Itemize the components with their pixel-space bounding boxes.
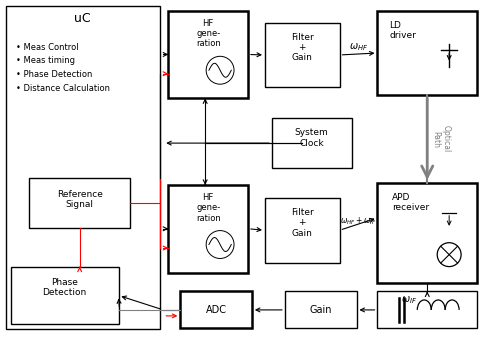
Text: Phase
Detection: Phase Detection: [42, 278, 87, 297]
Text: $\omega_{HF}$: $\omega_{HF}$: [348, 41, 367, 53]
Text: Filter
+
Gain: Filter + Gain: [290, 208, 313, 238]
Bar: [264, 198, 339, 263]
Bar: [168, 185, 247, 273]
Bar: [6, 6, 160, 329]
Bar: [264, 23, 339, 87]
Text: Gain: Gain: [309, 305, 331, 315]
Text: uC: uC: [74, 12, 91, 25]
Text: • Phase Detection: • Phase Detection: [16, 70, 92, 80]
Text: • Distance Calculation: • Distance Calculation: [16, 84, 110, 93]
Text: Optical
Path: Optical Path: [430, 125, 450, 153]
Text: ADC: ADC: [205, 305, 226, 315]
Bar: [11, 267, 118, 324]
Bar: [377, 183, 476, 282]
Bar: [271, 118, 351, 168]
Bar: [29, 178, 130, 228]
Text: LD
driver: LD driver: [388, 21, 415, 40]
Text: $\omega_{HF} + \omega_{IF}$: $\omega_{HF} + \omega_{IF}$: [340, 216, 376, 227]
Bar: [168, 11, 247, 98]
Bar: [377, 11, 476, 95]
Text: HF
gene-
ration: HF gene- ration: [195, 193, 220, 223]
Text: Filter
+
Gain: Filter + Gain: [290, 33, 313, 62]
Text: APD
receiver: APD receiver: [391, 193, 428, 212]
Text: • Meas Control: • Meas Control: [16, 42, 79, 52]
Text: System
Clock: System Clock: [294, 128, 328, 148]
Text: HF
gene-
ration: HF gene- ration: [195, 19, 220, 49]
Bar: [377, 292, 476, 328]
Bar: [180, 292, 251, 328]
Bar: [284, 292, 356, 328]
Text: Reference
Signal: Reference Signal: [57, 190, 102, 209]
Text: • Meas timing: • Meas timing: [16, 57, 75, 65]
Text: $\omega_{IF}$: $\omega_{IF}$: [401, 295, 417, 306]
